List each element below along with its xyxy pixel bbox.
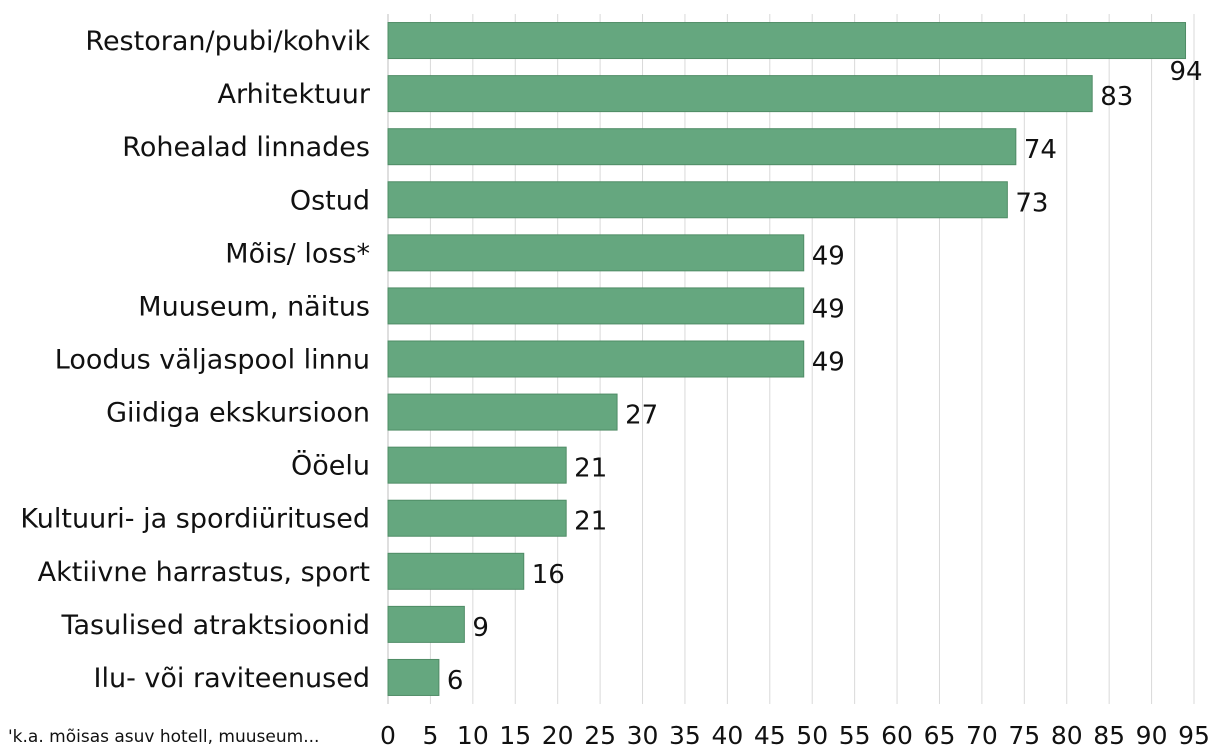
x-tick-label: 95	[1178, 721, 1210, 747]
x-tick-label: 20	[542, 721, 574, 747]
x-tick-label: 60	[881, 721, 913, 747]
x-tick-label: 85	[1093, 721, 1125, 747]
x-tick-label: 5	[422, 721, 438, 747]
y-tick-label: Ostud	[290, 185, 370, 216]
bar	[387, 393, 618, 431]
footnote: 'k.a. mõisas asuv hotell, muuseum...	[8, 727, 319, 747]
y-tick-label: Arhitektuur	[218, 79, 371, 110]
value-label: 9	[472, 613, 489, 643]
x-tick-label: 70	[966, 721, 998, 747]
y-tick-label: Tasulised atraktsioonid	[60, 610, 370, 641]
y-tick-label: Ööelu	[291, 450, 370, 482]
x-tick-label: 10	[457, 721, 489, 747]
bar	[387, 22, 1187, 60]
value-label: 49	[812, 241, 845, 271]
bar	[387, 552, 525, 590]
x-tick-label: 30	[627, 721, 659, 747]
x-tick-label: 75	[1008, 721, 1040, 747]
value-label: 16	[532, 560, 565, 590]
value-label: 27	[625, 401, 658, 431]
bar	[387, 128, 1017, 166]
y-tick-label: Giidiga ekskursioon	[106, 398, 370, 429]
bar	[387, 181, 1008, 219]
y-tick-label: Aktiivne harrastus, sport	[38, 557, 370, 588]
x-tick-label: 15	[499, 721, 531, 747]
value-label: 94	[1170, 57, 1203, 87]
x-tick-label: 65	[924, 721, 956, 747]
x-tick-label: 25	[584, 721, 616, 747]
x-tick-label: 50	[796, 721, 828, 747]
y-tick-label: Kultuuri- ja spordiüritused	[20, 504, 370, 535]
x-tick-label: 0	[380, 721, 396, 747]
value-label: 74	[1024, 135, 1057, 165]
value-label: 21	[574, 454, 607, 484]
x-tick-label: 35	[669, 721, 701, 747]
x-tick-label: 40	[711, 721, 743, 747]
x-tick-label: 90	[1136, 721, 1168, 747]
bar	[387, 340, 805, 378]
bar	[387, 234, 805, 272]
y-tick-label: Ilu- või raviteenused	[94, 663, 370, 694]
value-label: 49	[812, 294, 845, 324]
bar	[387, 287, 805, 325]
y-tick-label: Loodus väljaspool linnu	[55, 345, 370, 376]
x-tick-label: 45	[754, 721, 786, 747]
value-label: 6	[447, 666, 464, 696]
x-tick-label: 55	[839, 721, 871, 747]
y-tick-label: Restoran/pubi/kohvik	[85, 26, 370, 57]
y-tick-label: Rohealad linnades	[122, 132, 370, 163]
bar	[387, 499, 567, 537]
bar	[387, 658, 440, 696]
y-tick-label: Muuseum, näitus	[138, 291, 370, 322]
y-tick-label: Mõis/ loss*	[225, 238, 370, 269]
value-label: 21	[574, 507, 607, 537]
bar	[387, 75, 1093, 113]
value-label: 49	[812, 348, 845, 378]
bar	[387, 446, 567, 484]
x-tick-label: 80	[1051, 721, 1083, 747]
value-label: 83	[1100, 82, 1133, 112]
value-label: 73	[1015, 188, 1048, 218]
bar	[387, 605, 465, 643]
